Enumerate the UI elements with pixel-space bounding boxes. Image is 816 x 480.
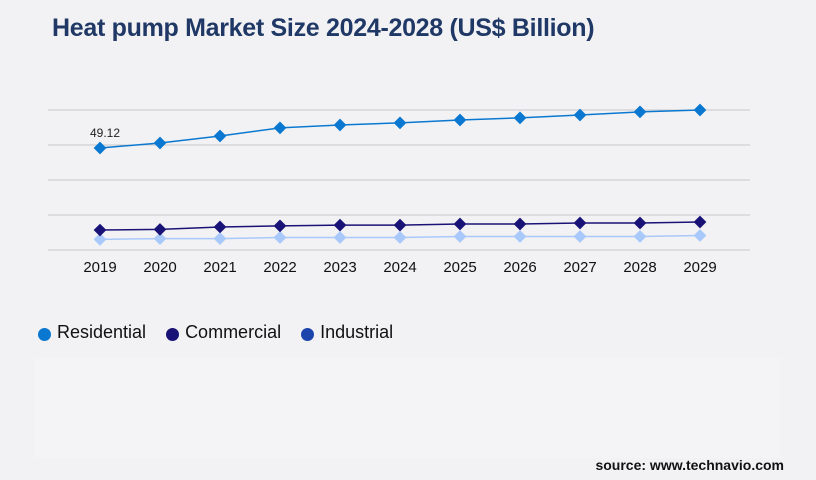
data-point-residential (273, 121, 287, 135)
data-point-commercial (273, 219, 287, 233)
legend: Residential Commercial Industrial (38, 322, 393, 343)
data-point-residential (333, 118, 347, 132)
x-tick-label: 2029 (683, 259, 716, 276)
source-text: source: www.technavio.com (595, 457, 784, 473)
legend-label: Industrial (320, 322, 394, 342)
x-tick-label: 2027 (563, 259, 596, 276)
line-chart: 2019 2020 2021 2022 2023 2024 2025 2026 2027 2028… (48, 103, 750, 276)
x-tick-label: 2021 (203, 259, 236, 276)
data-point-industrial (513, 230, 527, 243)
legend-item-residential[interactable]: Residential (38, 322, 146, 343)
legend-item-industrial[interactable]: Industrial (301, 322, 393, 343)
data-point-residential (93, 141, 107, 155)
data-point-commercial (213, 220, 227, 234)
x-tick-label: 2020 (143, 259, 176, 276)
data-point-industrial (573, 230, 587, 243)
data-point-industrial (393, 231, 407, 244)
data-point-residential (453, 113, 467, 127)
data-point-commercial (513, 217, 527, 231)
data-point-residential (633, 105, 647, 119)
legend-label: Residential (57, 322, 147, 342)
x-tick-label: 2022 (263, 259, 296, 276)
data-point-industrial (453, 230, 467, 243)
data-label: 49.12 (90, 126, 120, 140)
data-point-industrial (273, 231, 287, 244)
data-point-commercial (393, 218, 407, 232)
data-point-commercial (693, 215, 707, 229)
data-point-commercial (333, 218, 347, 232)
data-point-industrial (693, 229, 707, 242)
data-point-commercial (573, 216, 587, 230)
data-point-industrial (93, 233, 107, 246)
data-point-industrial (213, 232, 227, 245)
x-tick-label: 2019 (83, 259, 116, 276)
data-point-residential (513, 111, 527, 125)
chart-title: Heat pump Market Size 2024-2028 (US$ Bil… (52, 14, 595, 42)
legend-marker-icon (301, 327, 315, 341)
data-point-residential (573, 108, 587, 122)
data-point-residential (393, 116, 407, 130)
data-point-commercial (153, 223, 167, 236)
data-point-industrial (633, 230, 647, 243)
data-point-residential (213, 129, 227, 143)
data-point-commercial (453, 217, 467, 231)
lower-panel (35, 358, 780, 458)
data-point-residential (153, 136, 167, 150)
legend-label: Commercial (185, 322, 282, 342)
data-point-industrial (333, 231, 347, 244)
x-tick-label: 2025 (443, 259, 476, 276)
data-point-industrial (153, 232, 167, 245)
data-point-commercial (93, 223, 107, 237)
x-tick-label: 2024 (383, 259, 416, 276)
legend-marker-icon (38, 327, 51, 341)
x-tick-label: 2026 (503, 259, 536, 276)
legend-item-commercial[interactable]: Commercial (166, 322, 281, 343)
legend-marker-icon (166, 327, 180, 341)
data-point-commercial (633, 216, 647, 230)
data-point-residential (693, 103, 707, 117)
x-tick-label: 2028 (623, 259, 656, 276)
x-tick-label: 2023 (323, 259, 356, 276)
